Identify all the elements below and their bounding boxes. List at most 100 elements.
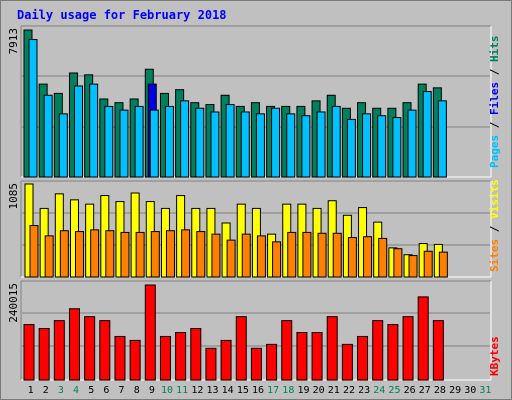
sites-bar xyxy=(347,237,357,278)
x-tick-label: 28 xyxy=(434,385,446,396)
x-tick-label: 1 xyxy=(28,385,34,396)
pages-bar xyxy=(225,104,235,178)
kbytes-bar xyxy=(84,316,96,381)
kbytes-bar xyxy=(23,324,35,381)
sites-bar xyxy=(196,231,206,278)
sites-bar xyxy=(423,250,433,278)
sites-bar xyxy=(302,231,312,278)
pages-bar xyxy=(119,109,129,178)
sites-bar xyxy=(332,232,342,278)
sites-bar xyxy=(393,248,403,278)
kbytes-bar xyxy=(341,343,353,381)
pages-bar xyxy=(377,115,387,178)
x-tick-label: 15 xyxy=(237,385,249,396)
x-tick-label: 10 xyxy=(161,385,173,396)
sites-bar xyxy=(165,230,175,278)
sites-bar xyxy=(135,231,145,278)
legend-kbytes: KBytes xyxy=(488,336,501,376)
pages-bar xyxy=(73,85,83,178)
kbytes-bar xyxy=(266,343,278,381)
sites-bar xyxy=(120,231,130,278)
x-tick-label: 18 xyxy=(282,385,294,396)
legend-hits-files-pages-part: Hits xyxy=(488,36,501,63)
x-tick-label: 14 xyxy=(222,385,234,396)
sites-bar xyxy=(256,235,266,278)
x-tick-label: 13 xyxy=(206,385,218,396)
x-tick-label: 6 xyxy=(103,385,109,396)
pages-bar xyxy=(195,107,205,178)
pages-bar xyxy=(437,100,447,178)
legend-sites-visits-part: Visits xyxy=(488,179,501,219)
kbytes-bar xyxy=(432,320,444,381)
x-tick-label: 20 xyxy=(313,385,325,396)
sites-bar xyxy=(44,235,54,278)
pages-bar xyxy=(149,109,159,178)
sites-bar xyxy=(105,230,115,278)
sites-bar xyxy=(150,231,160,278)
x-tick-label: 9 xyxy=(149,385,155,396)
kbytes-bar xyxy=(38,328,50,381)
sites-bar xyxy=(226,239,236,278)
kbytes-bar xyxy=(311,332,323,381)
pages-bar xyxy=(331,105,341,178)
sites-bar xyxy=(74,231,84,278)
x-tick-label: 26 xyxy=(404,385,416,396)
x-tick-label: 7 xyxy=(119,385,125,396)
sites-bar xyxy=(408,255,418,278)
y-max-label-visits: 1085 xyxy=(7,183,20,210)
chart-title: Daily usage for February 2018 xyxy=(17,8,227,22)
x-tick-label: 3 xyxy=(58,385,64,396)
kbytes-bar xyxy=(129,339,141,381)
kbytes-bar xyxy=(99,320,111,381)
kbytes-bar xyxy=(144,284,156,381)
x-tick-label: 23 xyxy=(358,385,370,396)
sites-bar xyxy=(90,229,100,278)
x-tick-label: 11 xyxy=(176,385,188,396)
legend-hits-files-pages-part: Files xyxy=(488,82,501,115)
x-tick-label: 24 xyxy=(373,385,385,396)
legend-sites-visits: Sites / Visits xyxy=(488,179,501,272)
kbytes-bar xyxy=(220,339,232,381)
pages-bar xyxy=(180,100,190,178)
kbytes-bar xyxy=(250,347,262,381)
pages-bar xyxy=(89,83,99,178)
pages-bar xyxy=(362,113,372,178)
pages-bar xyxy=(407,109,417,178)
legend-sites-visits-separator: / xyxy=(488,219,501,239)
pages-bar xyxy=(240,111,250,178)
x-tick-label: 31 xyxy=(479,385,491,396)
pages-bar xyxy=(164,105,174,178)
pages-bar xyxy=(422,91,432,178)
x-tick-label: 16 xyxy=(252,385,264,396)
sites-bar xyxy=(181,229,191,278)
pages-bar xyxy=(255,113,265,178)
sites-bar xyxy=(363,236,373,278)
y-max-label-kbytes: 240015 xyxy=(7,283,20,323)
pages-bar xyxy=(346,118,356,178)
pages-bar xyxy=(301,115,311,178)
x-tick-label: 4 xyxy=(73,385,79,396)
legend-hits-files-pages-separator: / xyxy=(488,115,501,135)
kbytes-bar xyxy=(296,332,308,381)
kbytes-bar xyxy=(372,320,384,381)
kbytes-bar xyxy=(357,335,369,381)
legend-kbytes-part: KBytes xyxy=(488,336,501,376)
y-max-label-hits: 7913 xyxy=(7,28,20,55)
kbytes-bar xyxy=(68,308,80,381)
legend-sites-visits-part: Sites xyxy=(488,239,501,272)
x-tick-label: 30 xyxy=(464,385,476,396)
x-tick-label: 19 xyxy=(297,385,309,396)
x-tick-label: 25 xyxy=(388,385,400,396)
sites-bar xyxy=(287,231,297,278)
x-tick-label: 22 xyxy=(343,385,355,396)
legend-hits-files-pages-separator: / xyxy=(488,62,501,82)
sites-bar xyxy=(438,251,448,278)
x-tick-label: 2 xyxy=(43,385,49,396)
pages-bar xyxy=(286,113,296,178)
kbytes-bar xyxy=(190,328,202,381)
kbytes-bar xyxy=(205,347,217,381)
pages-bar xyxy=(392,117,402,178)
sites-bar xyxy=(29,225,39,278)
pages-bar xyxy=(28,39,38,178)
